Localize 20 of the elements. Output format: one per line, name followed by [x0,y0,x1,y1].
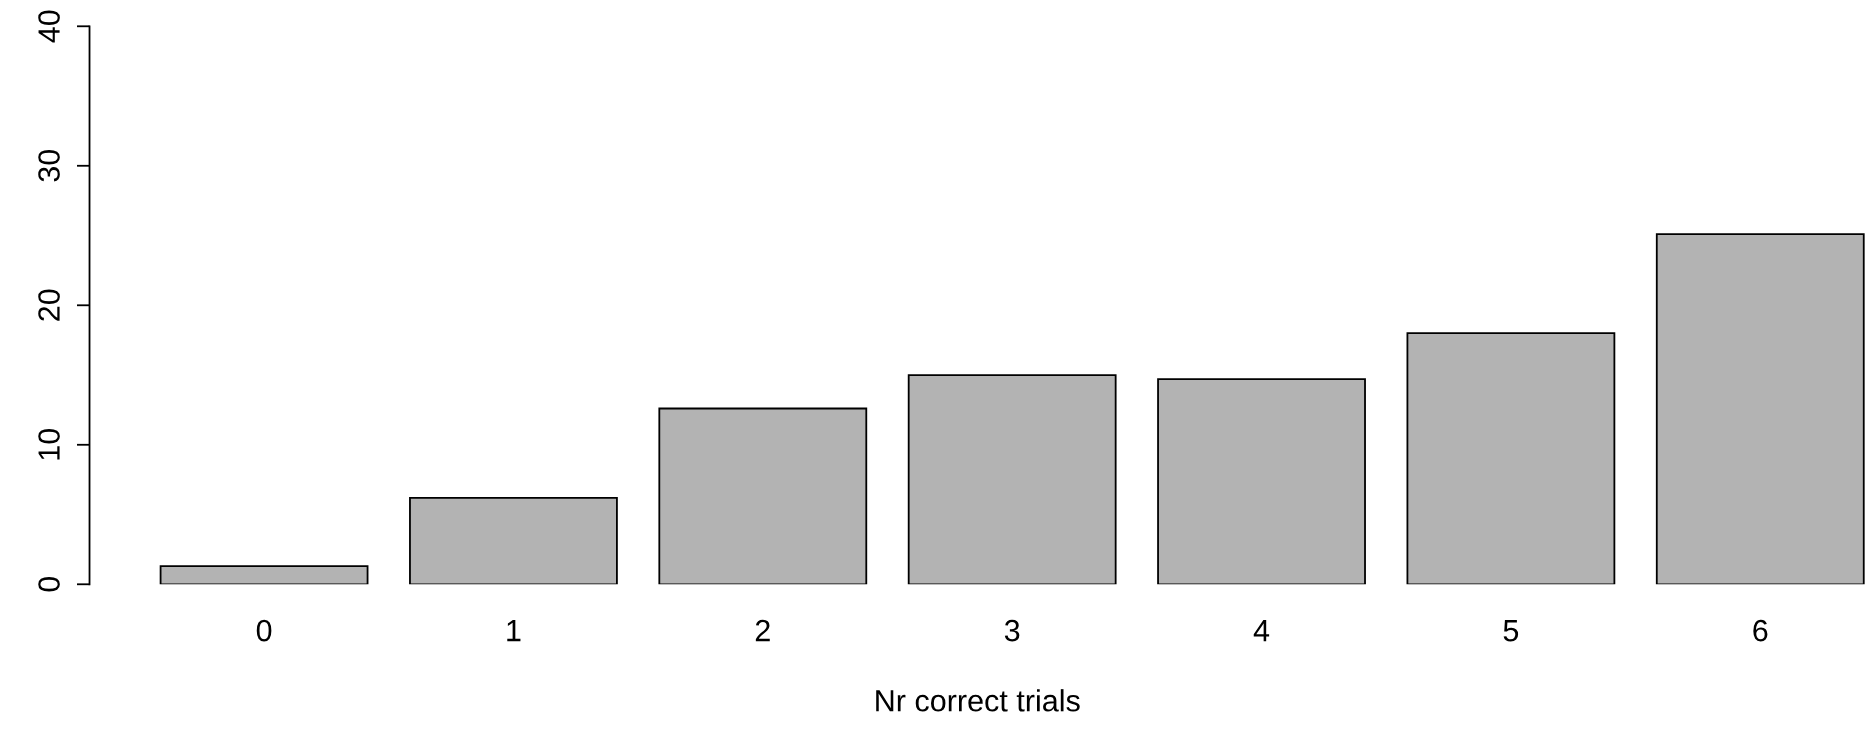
y-tick-label: 0 [38,576,60,592]
y-tick-label: 20 [38,289,60,321]
x-tick-label: 2 [755,619,770,642]
bar [658,407,868,585]
bar [409,496,618,585]
x-tick-label: 0 [256,619,272,642]
bar [1157,378,1366,585]
y-tick-label: 30 [38,149,60,182]
x-tick-label: 6 [1753,619,1768,642]
x-tick-label: 5 [1503,620,1519,642]
bar [907,374,1117,585]
x-tick-label: 3 [1004,619,1020,642]
y-tick-label: 10 [38,428,60,460]
x-axis-title: Nr correct trials [876,689,1080,712]
bar [1655,233,1865,585]
bar [159,565,369,585]
x-tick-label: 4 [1253,620,1270,642]
bar [1406,332,1616,585]
y-tick-label: 40 [38,10,60,43]
x-tick-label: 1 [507,620,521,642]
